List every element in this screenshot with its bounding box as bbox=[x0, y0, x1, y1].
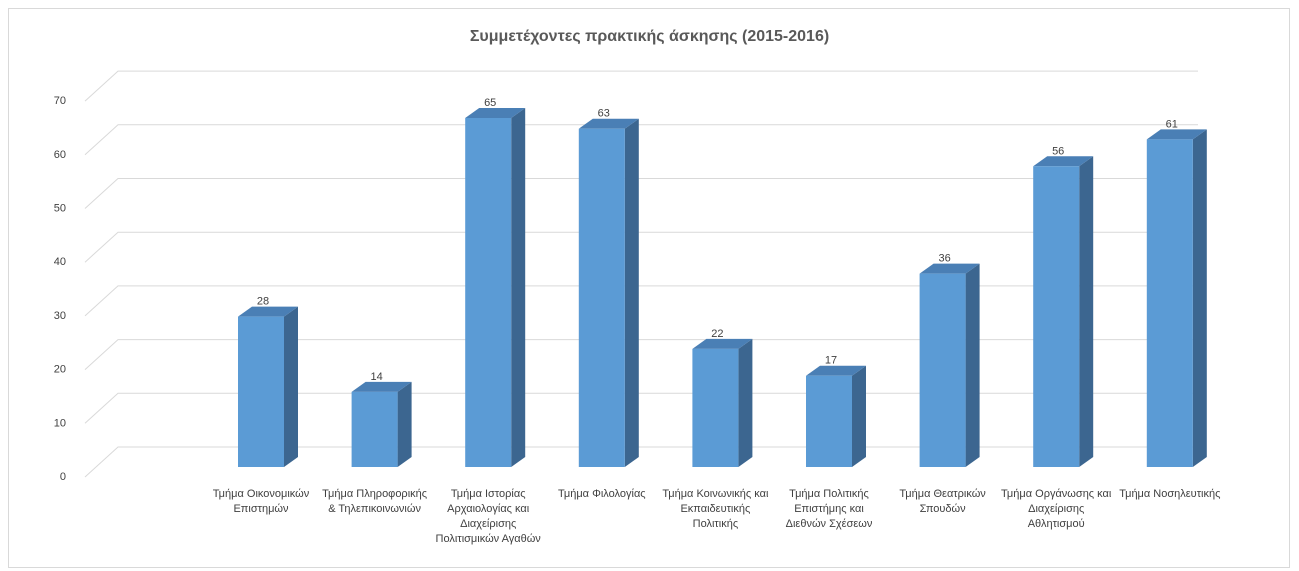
x-tick-label: Τμήμα Ιστορίας Αρχαιολογίας και Διαχείρι… bbox=[435, 488, 541, 545]
x-tick-label: Τμήμα Θεατρικών Σπουδών bbox=[899, 488, 986, 515]
bar-side bbox=[965, 263, 980, 467]
grid-line bbox=[84, 339, 1198, 370]
bar-side bbox=[852, 365, 866, 467]
bar-top bbox=[578, 118, 639, 129]
grid-line bbox=[84, 178, 1198, 209]
bar-front bbox=[919, 273, 966, 467]
y-tick-label: 70 bbox=[54, 95, 66, 107]
x-tick-label: Τμήμα Πολιτικής Επιστήμης και Διεθνών Σχ… bbox=[785, 488, 873, 530]
bar-top bbox=[465, 107, 526, 118]
x-tick-label: Τμήμα Οργάνωσης και Διαχείρισης Αθλητισμ… bbox=[1001, 488, 1112, 530]
y-tick-label: 60 bbox=[54, 149, 66, 161]
value-label: 14 bbox=[370, 371, 382, 383]
grid-line bbox=[84, 70, 1198, 102]
bar-front bbox=[1146, 139, 1193, 467]
y-tick-label: 50 bbox=[54, 203, 66, 215]
bar-top bbox=[806, 365, 866, 376]
bar bbox=[919, 263, 980, 467]
bar-side bbox=[1192, 129, 1207, 467]
bar bbox=[465, 107, 526, 467]
x-tick-label: Τμήμα Πληροφορικής & Τηλεπικοινωνιών bbox=[322, 488, 428, 515]
y-tick-label: 20 bbox=[54, 364, 66, 376]
bar bbox=[578, 118, 639, 467]
value-label: 28 bbox=[257, 296, 269, 308]
bar bbox=[351, 381, 412, 467]
bar-front bbox=[465, 117, 512, 467]
x-tick-label: Τμήμα Οικονομικών Επιστημών bbox=[212, 488, 310, 515]
bar bbox=[692, 338, 753, 467]
value-label: 63 bbox=[598, 108, 610, 120]
value-label: 65 bbox=[484, 97, 496, 109]
value-label: 22 bbox=[711, 328, 723, 340]
y-tick-label: 30 bbox=[54, 310, 66, 322]
y-tick-label: 40 bbox=[54, 256, 66, 268]
bar-side bbox=[624, 118, 639, 467]
y-tick-label: 0 bbox=[60, 471, 66, 483]
x-tick-label: Τμήμα Νοσηλευτικής bbox=[1119, 488, 1221, 500]
value-label: 61 bbox=[1166, 118, 1178, 130]
bar-top bbox=[351, 381, 412, 392]
chart-frame bbox=[8, 8, 1290, 568]
bar bbox=[238, 306, 298, 467]
y-tick-label: 10 bbox=[54, 417, 66, 429]
bar-side bbox=[511, 107, 526, 467]
bar bbox=[1146, 129, 1207, 467]
bar-front bbox=[692, 348, 739, 467]
bar-top bbox=[919, 263, 980, 274]
bar-front bbox=[351, 391, 398, 467]
bar bbox=[1033, 156, 1094, 467]
chart-title: Συμμετέχοντες πρακτικής άσκησης (2015-20… bbox=[469, 28, 830, 45]
value-label: 17 bbox=[825, 355, 837, 367]
bar-front bbox=[238, 316, 284, 467]
grid-line bbox=[84, 231, 1198, 263]
bar-front bbox=[1033, 166, 1080, 467]
grid-line bbox=[84, 285, 1198, 317]
bar-side bbox=[397, 381, 412, 467]
x-tick-label: Τμήμα Φιλολογίας bbox=[557, 488, 646, 500]
bar-top bbox=[1033, 156, 1094, 167]
x-tick-label: Τμήμα Κοινωνικής και Εκπαιδευτικής Πολιτ… bbox=[662, 488, 769, 530]
bar-front bbox=[806, 375, 852, 467]
bar-side bbox=[738, 338, 753, 467]
value-label: 36 bbox=[938, 253, 950, 265]
bar-top bbox=[1146, 129, 1207, 140]
bar-side bbox=[1079, 156, 1094, 467]
value-label: 56 bbox=[1052, 145, 1064, 157]
grid-line bbox=[84, 124, 1198, 156]
bar-top bbox=[238, 306, 298, 317]
bar-top bbox=[692, 338, 753, 349]
bar-side bbox=[284, 306, 298, 467]
bar-front bbox=[578, 128, 625, 467]
bar bbox=[806, 365, 866, 467]
